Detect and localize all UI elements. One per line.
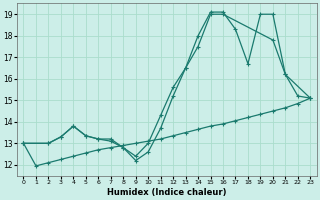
X-axis label: Humidex (Indice chaleur): Humidex (Indice chaleur) — [107, 188, 227, 197]
